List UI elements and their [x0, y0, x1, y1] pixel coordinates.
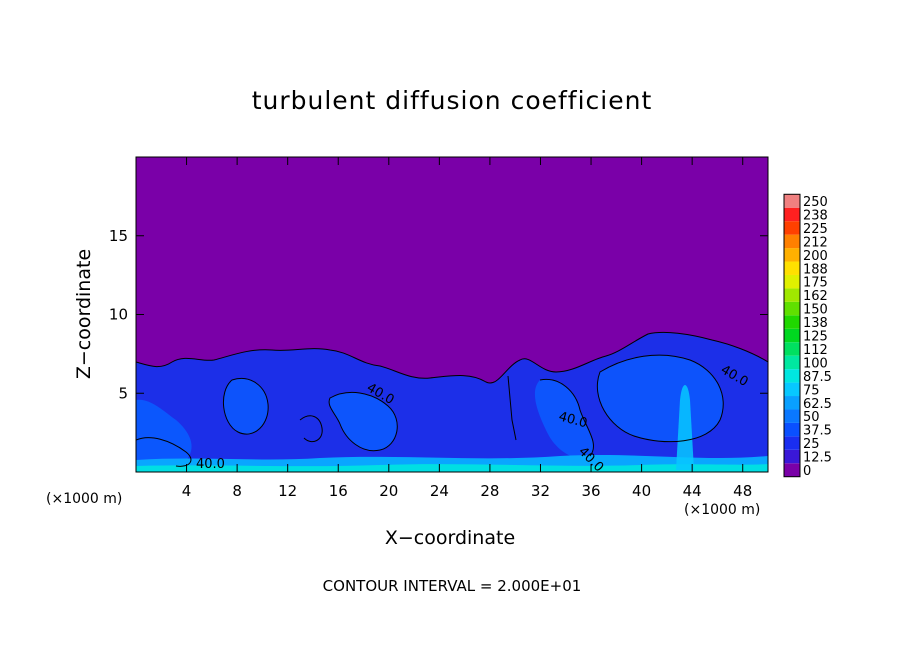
x-unit-label-right: (×1000 m)	[684, 502, 761, 518]
contour-interval-note: CONTOUR INTERVAL = 2.000E+01	[322, 577, 582, 595]
contour-label: 40.0	[196, 457, 225, 472]
eddy-region	[329, 392, 398, 451]
colorbar-label: 238	[803, 208, 828, 223]
x-tick-label: 44	[683, 482, 702, 500]
colorbar-label: 125	[803, 330, 828, 345]
colorbar-swatch	[784, 409, 800, 423]
colorbar-swatch	[784, 288, 800, 302]
eddy-region	[136, 399, 192, 465]
colorbar-swatch	[784, 449, 800, 464]
colorbar-label: 175	[803, 276, 828, 291]
eddy-region	[223, 378, 269, 435]
colorbar-swatch	[784, 261, 800, 275]
y-axis-label: Z−coordinate	[73, 248, 95, 380]
y-tick-label: 5	[118, 384, 128, 402]
x-tick-label: 36	[581, 482, 600, 500]
colorbar-label: 112	[803, 343, 828, 358]
x-tick-label: 16	[329, 482, 348, 500]
colorbar-label: 250	[803, 195, 828, 210]
colorbar-swatch	[784, 436, 800, 450]
chart-title: turbulent diffusion coefficient	[251, 86, 653, 115]
x-tick-label: 24	[430, 482, 449, 500]
colorbar-label: 75	[803, 383, 820, 398]
colorbar-swatch	[784, 463, 800, 477]
colorbar-swatch	[784, 207, 800, 222]
y-tick-label: 10	[109, 306, 128, 324]
colorbar-label: 150	[803, 303, 828, 318]
colorbar-label: 87.5	[803, 370, 832, 385]
colorbar-label: 62.5	[803, 397, 832, 412]
colorbar-label: 50	[803, 410, 820, 425]
eddy-region	[534, 379, 594, 459]
colorbar-label: 12.5	[803, 451, 832, 466]
colorbar-swatch	[784, 382, 800, 397]
colorbar-swatch	[784, 194, 800, 208]
colorbar-label: 0	[803, 464, 811, 479]
heatmap-field: 40.0 40.0 40.0 40.0 40.0	[136, 157, 768, 472]
x-tick-label: 32	[531, 482, 550, 500]
y-tick-label: 15	[109, 227, 128, 245]
colorbar-swatch	[784, 234, 800, 249]
colorbar-swatch	[784, 342, 800, 356]
x-axis-label: X−coordinate	[384, 527, 516, 549]
colorbar-swatch	[784, 301, 800, 316]
plume-region	[676, 385, 694, 470]
colorbar-label: 100	[803, 356, 828, 371]
x-tick-label: 28	[480, 482, 499, 500]
colorbar-swatch	[784, 274, 800, 289]
colorbar-label: 25	[803, 437, 820, 452]
x-tick-label: 12	[278, 482, 297, 500]
colorbar-label: 162	[803, 289, 828, 304]
x-tick-label: 48	[733, 482, 752, 500]
colorbar-label: 212	[803, 235, 828, 250]
colorbar-label: 200	[803, 249, 828, 264]
contour-label: 40.0	[557, 409, 589, 431]
colorbar-swatch	[784, 328, 800, 343]
colorbar-frame	[783, 193, 801, 478]
colorbar-label: 138	[803, 316, 828, 331]
x-unit-label-left: (×1000 m)	[46, 491, 123, 507]
x-tick-label: 20	[379, 482, 398, 500]
colorbar-swatch	[784, 422, 800, 437]
colorbar-swatch	[784, 221, 800, 235]
colorbar-label: 225	[803, 222, 828, 237]
colorbar-label: 188	[803, 262, 828, 277]
x-tick-label: 8	[232, 482, 242, 500]
contour-lines	[136, 331, 768, 467]
colorbar: 012.52537.55062.57587.510011212513815016…	[783, 193, 832, 479]
colorbar-swatch	[784, 369, 800, 383]
colorbar-label: 37.5	[803, 424, 832, 439]
colorbar-swatch	[784, 396, 800, 410]
x-tick-label: 4	[182, 482, 192, 500]
eddy-region	[597, 355, 724, 442]
surface-layer	[136, 464, 768, 472]
colorbar-swatch	[784, 355, 800, 370]
colorbar-swatch	[784, 248, 800, 262]
x-tick-label: 40	[632, 482, 651, 500]
colorbar-swatch	[784, 315, 800, 329]
